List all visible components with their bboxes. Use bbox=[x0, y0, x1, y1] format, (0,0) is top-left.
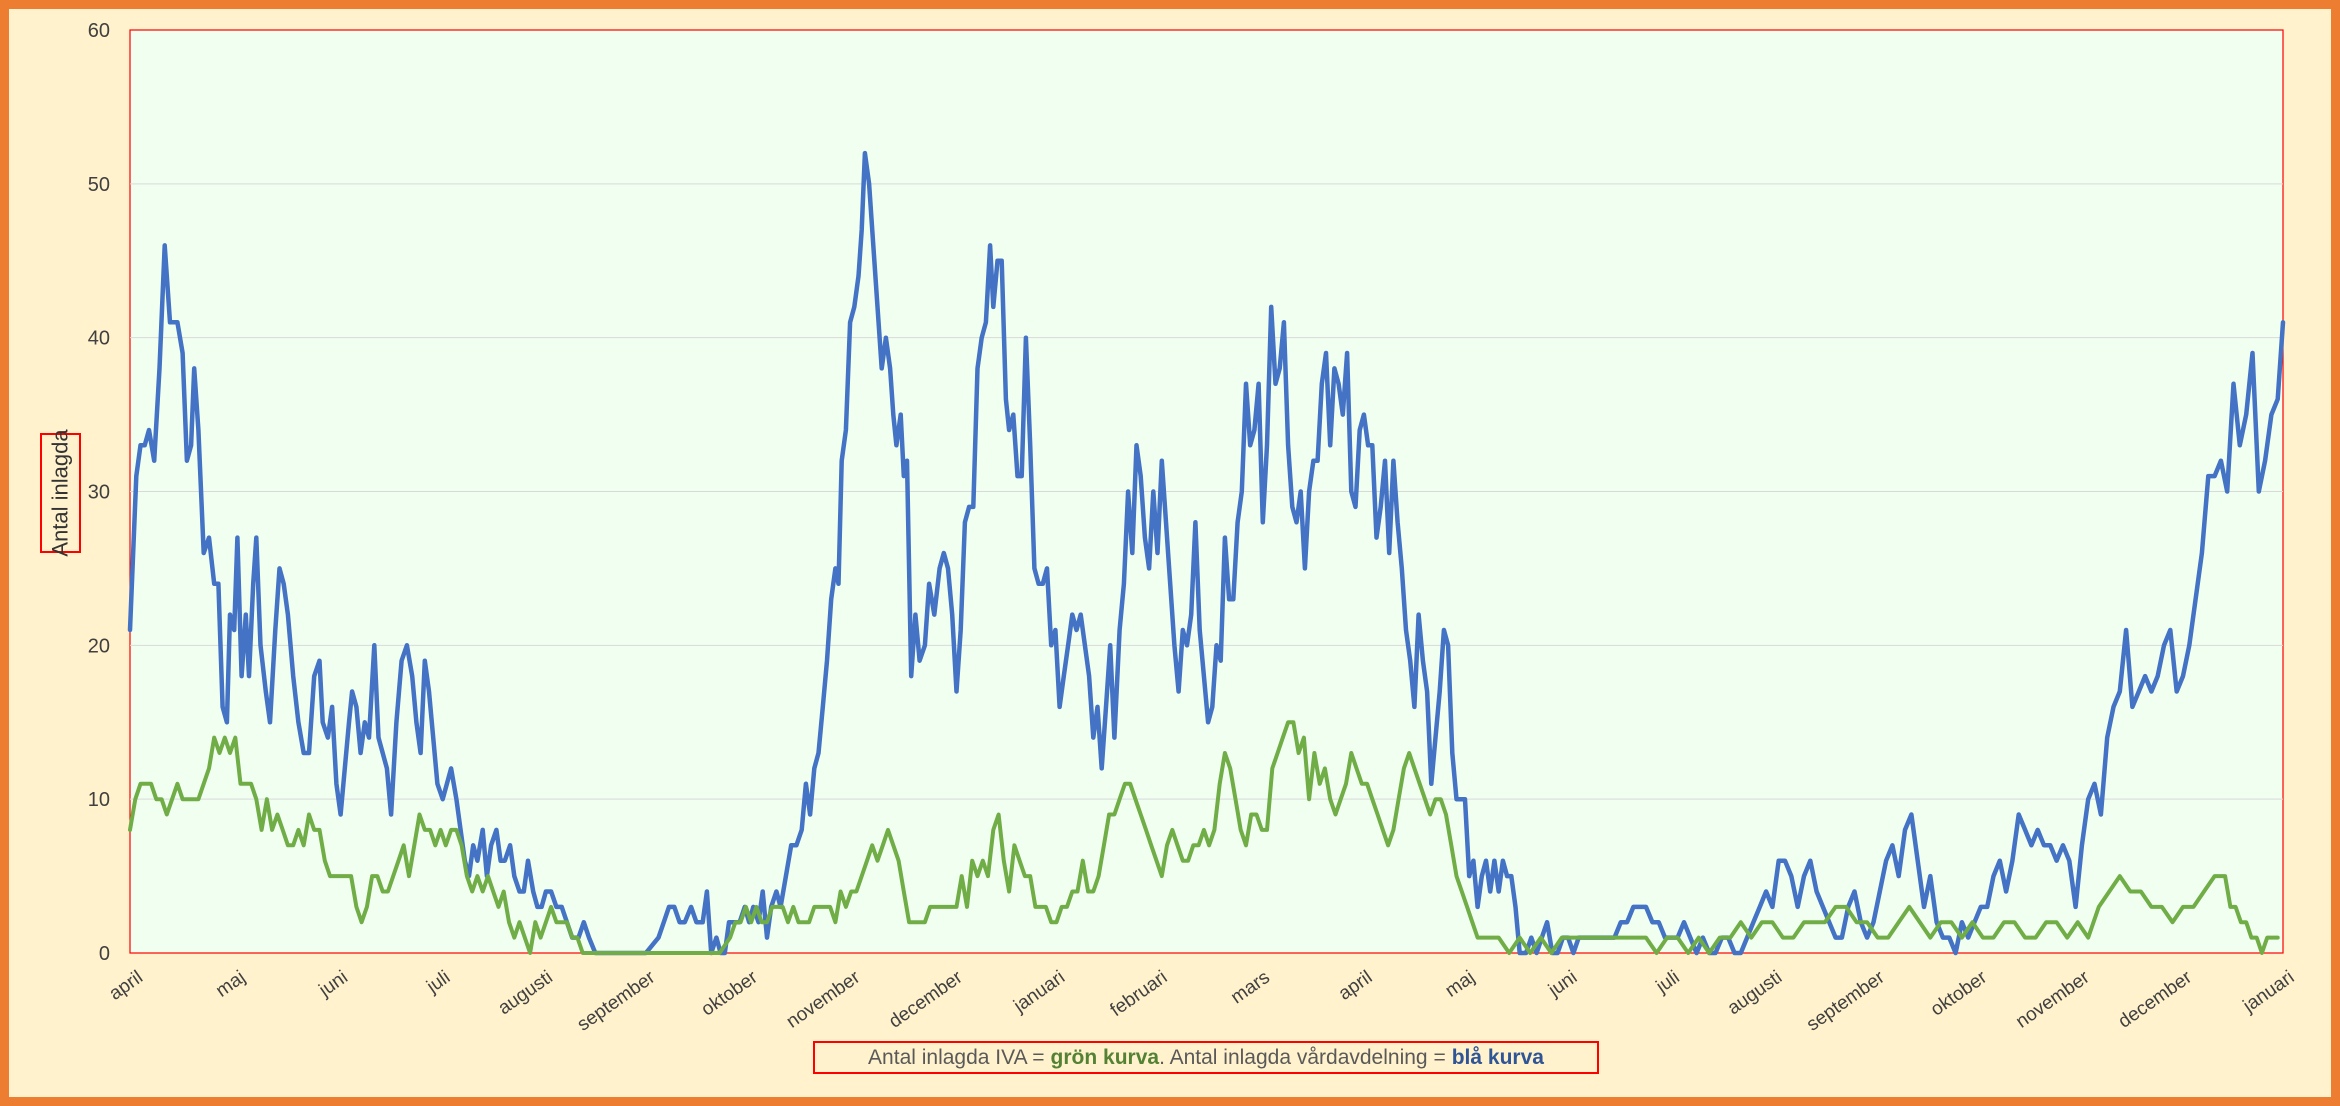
x-tick-label: mars bbox=[1227, 967, 1274, 1008]
x-tick-label: januari bbox=[2239, 967, 2299, 1017]
green-series-line bbox=[128, 720, 2280, 955]
x-tick-label: november bbox=[783, 967, 865, 1033]
x-tick-label: oktober bbox=[698, 967, 763, 1021]
blue-series-line bbox=[127, 150, 2286, 956]
x-tick-label: juli bbox=[422, 967, 454, 998]
legend-lead-text: Antal inlagda IVA = bbox=[868, 1045, 1045, 1069]
x-tick-label: december bbox=[2115, 967, 2197, 1033]
x-tick-label: augusti bbox=[494, 967, 556, 1019]
y-tick-label: 30 bbox=[88, 482, 110, 504]
x-tick-label: juni bbox=[315, 967, 352, 1002]
legend-blue-label: blå kurva bbox=[1451, 1045, 1544, 1069]
x-tick-label: september bbox=[1803, 967, 1889, 1036]
x-tick-label: augusti bbox=[1724, 967, 1786, 1019]
y-axis-label: Antal inlagda bbox=[40, 429, 81, 557]
y-tick-label: 10 bbox=[88, 789, 110, 811]
x-tick-label: december bbox=[885, 967, 967, 1033]
y-tick-label: 60 bbox=[88, 20, 110, 42]
x-tick-label: januari bbox=[1009, 967, 1069, 1017]
x-tick-label: juli bbox=[1652, 967, 1684, 998]
x-tick-label: maj bbox=[1442, 967, 1479, 1002]
legend: Antal inlagda IVA = grön kurva . Antal i… bbox=[813, 1041, 1599, 1074]
y-tick-label: 0 bbox=[99, 943, 110, 965]
x-tick-label: oktober bbox=[1927, 967, 1992, 1021]
x-tick-label: maj bbox=[212, 967, 249, 1002]
x-tick-label: april bbox=[105, 967, 146, 1005]
x-tick-label: juni bbox=[1544, 967, 1581, 1002]
y-tick-label: 40 bbox=[88, 328, 110, 350]
y-tick-label: 20 bbox=[88, 635, 110, 657]
legend-green-label: grön kurva bbox=[1050, 1045, 1160, 1069]
x-tick-label: februari bbox=[1107, 967, 1172, 1021]
x-tick-label: september bbox=[574, 967, 660, 1036]
legend-mid-text: . Antal inlagda vårdavdelning = bbox=[1159, 1045, 1446, 1069]
x-tick-label: april bbox=[1335, 967, 1376, 1005]
x-tick-label: november bbox=[2012, 967, 2094, 1033]
y-tick-label: 50 bbox=[88, 174, 110, 196]
y-axis-label-text: Antal inlagda bbox=[47, 429, 73, 557]
